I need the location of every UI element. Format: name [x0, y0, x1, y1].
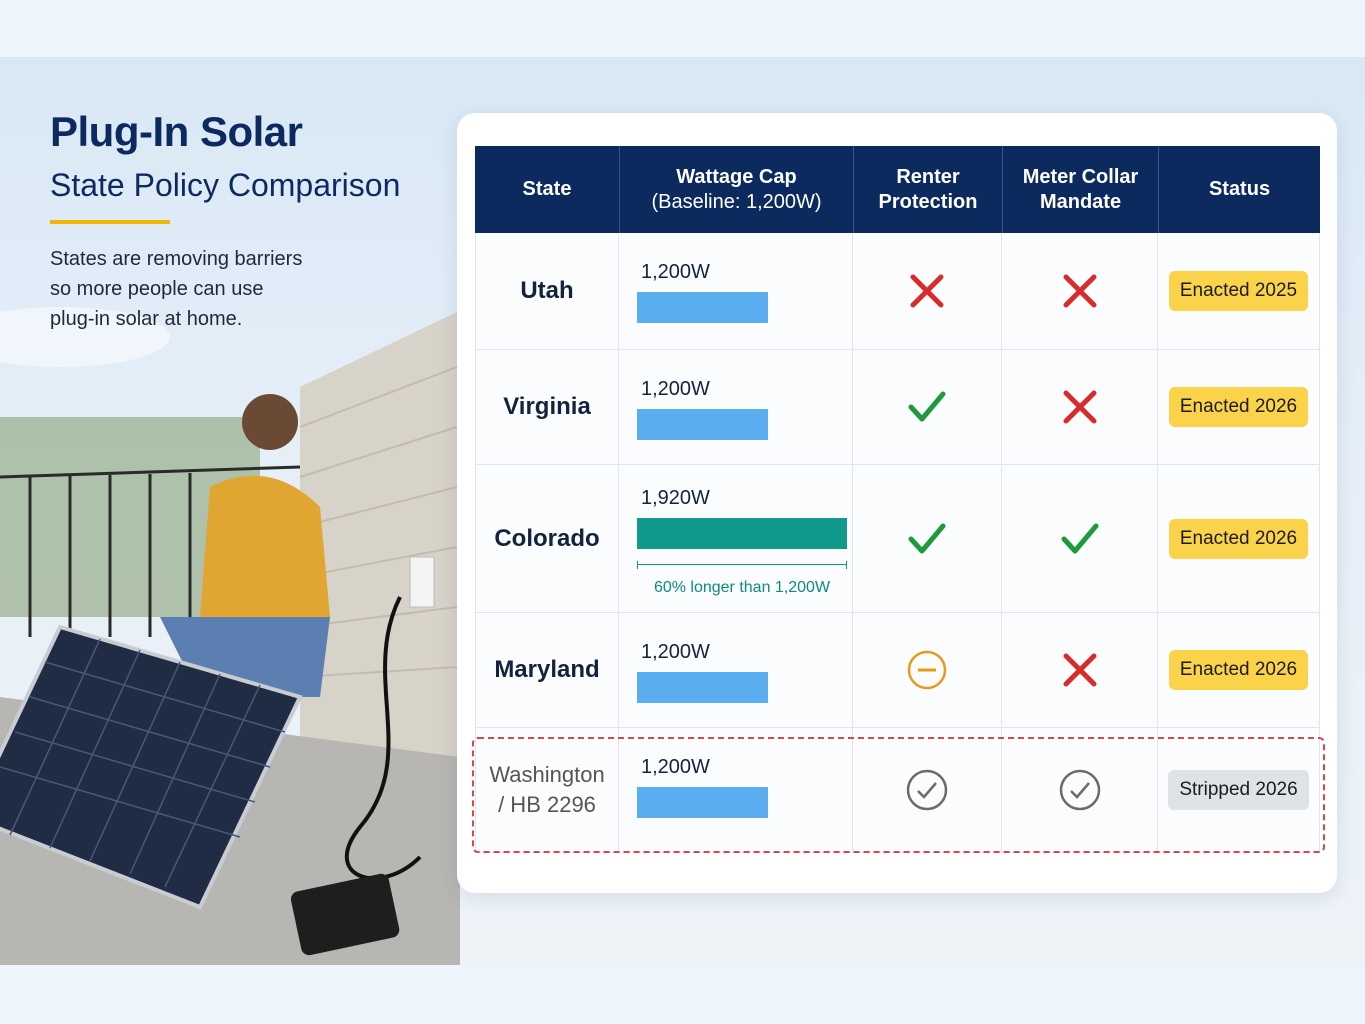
column-header-note: (Baseline: 1,200W) [651, 190, 822, 213]
bottom-band [0, 965, 1365, 1024]
column-header: Status [1158, 146, 1320, 233]
status-badge: Enacted 2026 [1168, 518, 1309, 559]
wattage-cell: 1,920W 60% longer than 1,200W [619, 465, 853, 613]
wattage-label: 1,920W [641, 487, 710, 509]
wattage-bar [637, 672, 769, 703]
column-header-text: Renter Protection [878, 165, 978, 213]
meter-collar-mandate-cell [1002, 728, 1158, 853]
description: States are removing barriers so more peop… [50, 244, 302, 334]
person-shirt [200, 475, 330, 617]
column-header: Wattage Cap (Baseline: 1,200W) [619, 146, 853, 233]
status-icon [1063, 274, 1096, 308]
state-cell: Washington / HB 2296 [475, 728, 619, 853]
solar-panel-grid [0, 638, 286, 888]
description-line: plug-in solar at home. [50, 308, 243, 330]
wattage-cell: 1,200W [619, 233, 853, 350]
state-name: Virginia [503, 393, 591, 420]
wattage-cell: 1,200W [619, 613, 853, 728]
state-name: Utah [520, 277, 574, 304]
status-cell: Enacted 2026 [1158, 350, 1320, 465]
renter-protection-cell [853, 728, 1002, 853]
wattage-bar [637, 518, 847, 549]
status-cell: Enacted 2025 [1158, 233, 1320, 350]
column-header: Renter Protection [853, 146, 1002, 233]
background-scene [0, 307, 460, 965]
state-cell: Colorado [475, 465, 619, 613]
column-header-text: State [522, 178, 572, 200]
inverter [290, 873, 400, 956]
wattage-bar [637, 409, 769, 440]
column-header-group: Wattage Cap (Baseline: 1,200W) [651, 165, 821, 215]
renter-protection-cell [853, 233, 1002, 350]
meter-collar-mandate-cell [1002, 465, 1158, 613]
status-icon [910, 274, 944, 308]
wattage-cell: 1,200W [619, 350, 853, 465]
state-name: Maryland [494, 656, 600, 683]
status-cell: Enacted 2026 [1158, 613, 1320, 728]
state-cell: Virginia [475, 350, 619, 465]
bracket-line [638, 564, 846, 565]
meter-collar-mandate-cell [1002, 233, 1158, 350]
state-cell: Utah [475, 233, 619, 350]
status-badge: Enacted 2026 [1168, 387, 1309, 427]
status-icon [908, 523, 946, 553]
status-cell: Enacted 2026 [1158, 465, 1320, 613]
meter-collar-mandate-cell [1002, 350, 1158, 465]
wattage-label: 1,200W [641, 261, 710, 283]
wattage-label: 1,200W [641, 756, 710, 778]
status-icon [907, 650, 947, 690]
wattage-bar [637, 292, 769, 323]
wattage-label: 1,200W [641, 378, 710, 400]
state-name: Colorado [494, 524, 600, 552]
renter-protection-cell [853, 465, 1002, 613]
wattage-bar [637, 787, 769, 818]
status-badge: Enacted 2026 [1168, 650, 1309, 690]
comparison-bracket [637, 561, 847, 569]
outlet [409, 556, 435, 608]
column-header-text: Status [1208, 178, 1271, 200]
column-header: State [475, 146, 619, 233]
wattage-label: 1,200W [641, 641, 710, 663]
renter-protection-cell [853, 350, 1002, 465]
status-icon [908, 391, 946, 422]
status-cell: Stripped 2026 [1158, 728, 1320, 853]
wattage-cell: 1,200W [619, 728, 853, 853]
status-icon [1061, 523, 1098, 553]
title: Plug-In Solar [50, 108, 303, 155]
column-header: Meter Collar Mandate [1002, 146, 1158, 233]
meter-collar-mandate-cell [1002, 613, 1158, 728]
railing [0, 465, 301, 637]
column-header-text: Wattage Cap [676, 165, 797, 188]
state-cell: Maryland [475, 613, 619, 728]
column-header-text: Meter Collar Mandate [1022, 165, 1139, 213]
solar-panel [0, 624, 303, 910]
status-icon [1063, 653, 1096, 687]
description-line: so more people can use [50, 278, 264, 300]
cloud [0, 307, 170, 367]
wall [300, 312, 457, 857]
status-icon [1063, 390, 1096, 424]
status-badge: Enacted 2025 [1168, 271, 1309, 311]
description-line: States are removing barriers [50, 248, 303, 270]
subtitle: State Policy Comparison [50, 167, 401, 203]
renter-protection-cell [853, 613, 1002, 728]
person-head [242, 394, 298, 450]
status-icon [1059, 769, 1100, 811]
status-badge: Stripped 2026 [1168, 770, 1309, 810]
state-name: Washington / HB 2296 [489, 762, 605, 817]
comparison-note: 60% longer than 1,200W [653, 579, 831, 596]
status-icon [906, 769, 948, 811]
title-rule [50, 220, 170, 224]
